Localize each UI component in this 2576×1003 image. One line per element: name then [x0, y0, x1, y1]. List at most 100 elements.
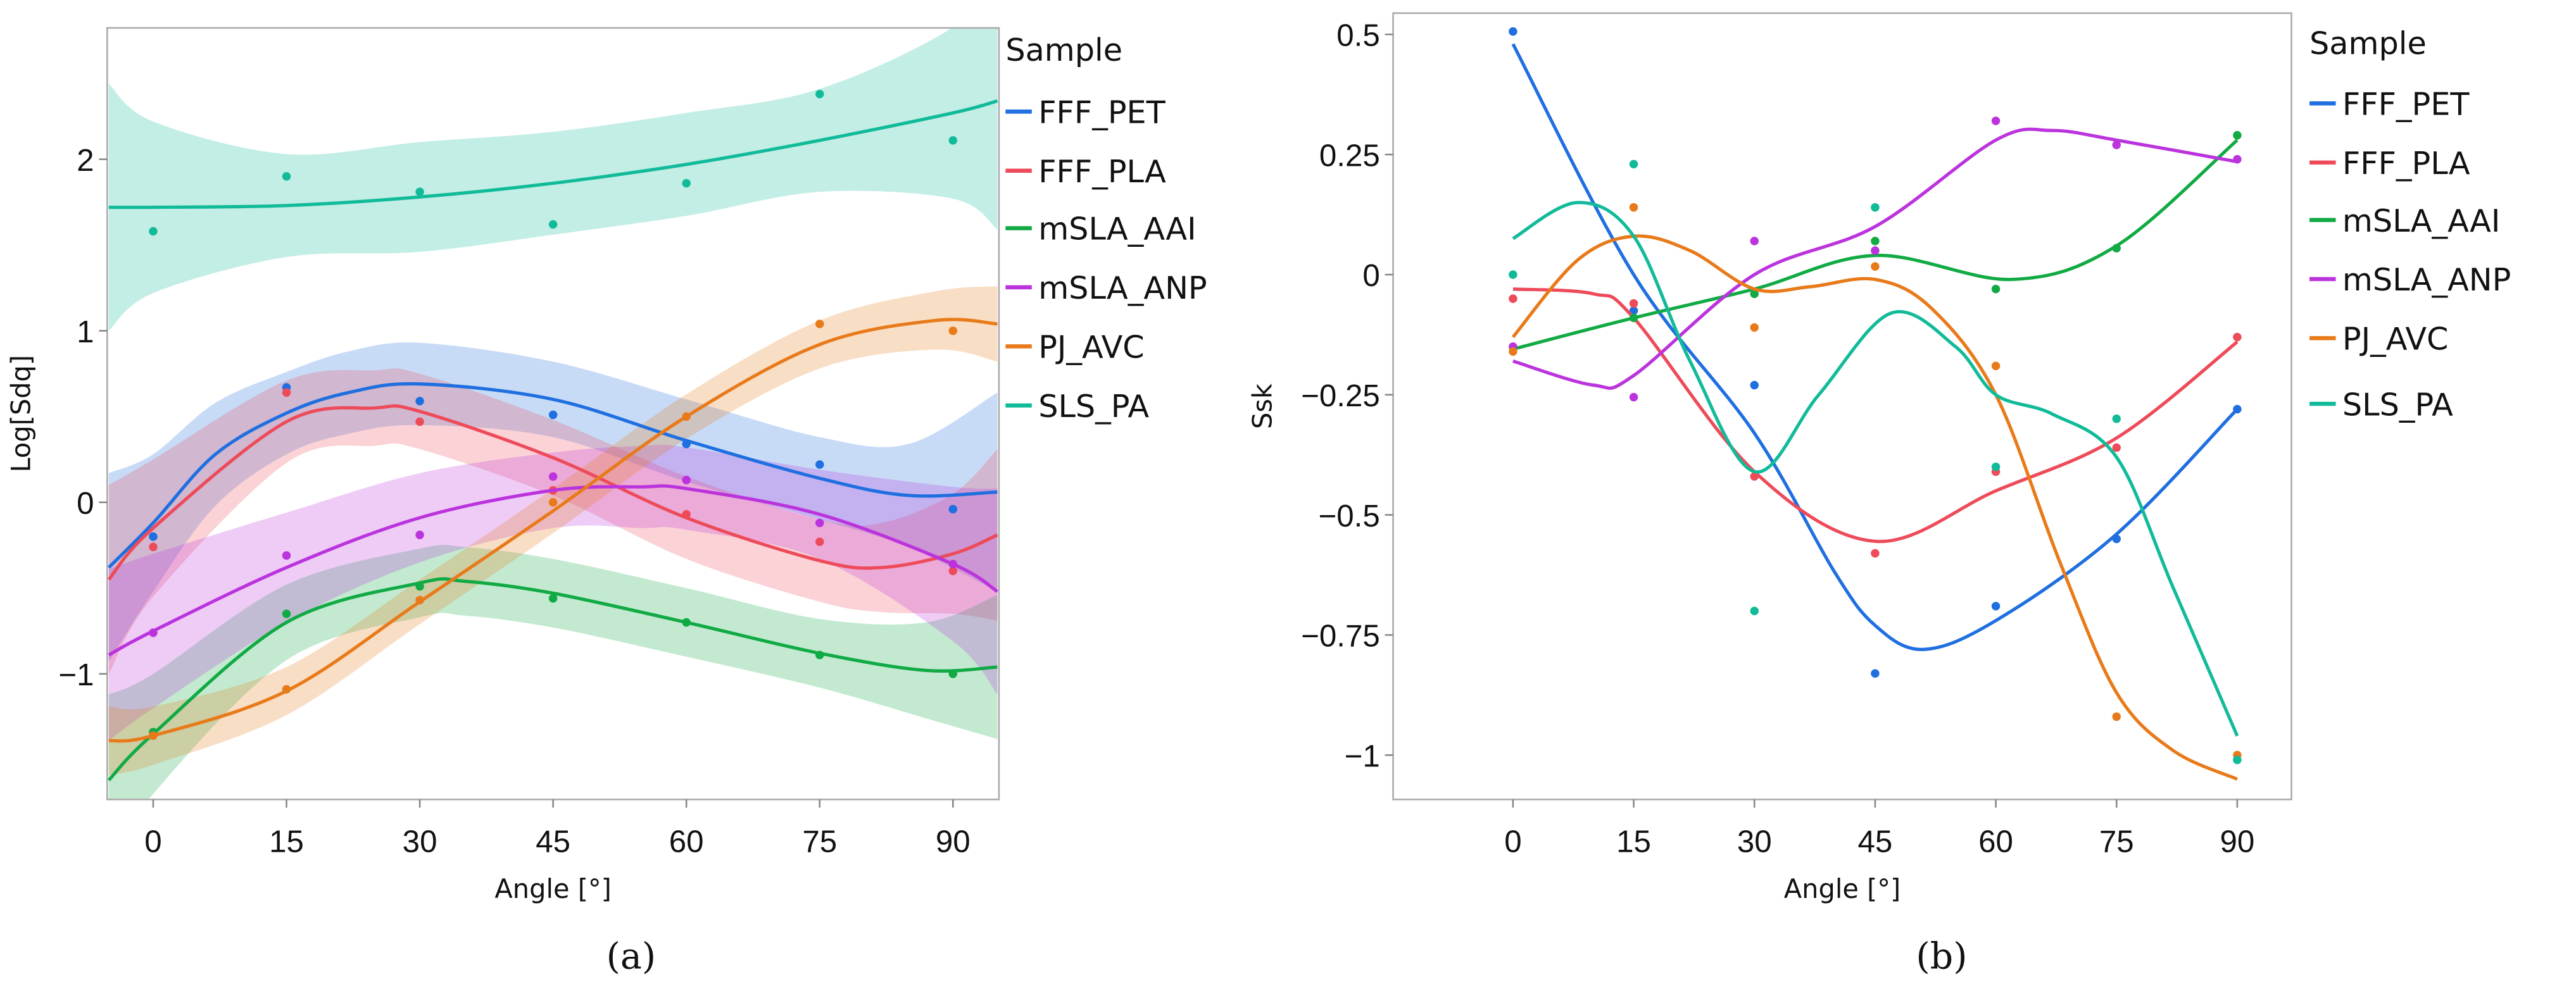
- data-point-FFF_PLA-75: [815, 537, 824, 546]
- data-point-PJ_AVC-15: [1629, 202, 1638, 212]
- data-point-SLS_PA-90: [948, 136, 958, 145]
- data-point-SLS_PA-45: [1871, 202, 1880, 212]
- data-point-FFF_PET-45: [1871, 669, 1880, 678]
- data-point-FFF_PLA-75: [2112, 443, 2121, 452]
- y-tick-label: 1: [77, 315, 94, 349]
- data-point-PJ_AVC-30: [1750, 323, 1759, 332]
- legend-item-SLS_PA: SLS_PA: [1038, 388, 1149, 425]
- data-point-mSLA_AAI-60: [1991, 285, 2001, 294]
- data-point-PJ_AVC-75: [815, 320, 824, 328]
- data-point-mSLA_ANP-60: [682, 475, 691, 485]
- x-axis-title: Angle [°]: [1784, 873, 1901, 904]
- data-point-mSLA_AAI-30: [1750, 289, 1759, 299]
- data-point-SLS_PA-45: [548, 220, 558, 229]
- data-point-SLS_PA-15: [1629, 159, 1638, 169]
- chart-b: 0 15 30 45 60 75 90 0.5 0.25 0 −0.25 −0.5 −0.75 −1 Ang…: [1247, 12, 2511, 978]
- data-point-mSLA_AAI-90: [2233, 131, 2242, 140]
- data-point-mSLA_ANP-15: [1629, 392, 1638, 402]
- data-point-SLS_PA-75: [2112, 414, 2121, 423]
- data-point-FFF_PET-75: [2112, 534, 2121, 544]
- y-tick-label: 2: [77, 143, 94, 178]
- fit-line-mSLA_AAI: [107, 577, 998, 782]
- fit-line-FFF_PET: [107, 382, 998, 569]
- data-point-mSLA_AAI-45: [1871, 237, 1880, 246]
- legend: Sample FFF_PET FFF_PLA mSLA_AAI mSLA_ANP PJ_A…: [2309, 25, 2511, 423]
- data-point-FFF_PET-60: [1991, 602, 2001, 611]
- x-tick-label: 0: [144, 824, 161, 859]
- confidence-band-mSLA_ANP: [108, 444, 998, 741]
- data-point-FFF_PET-15: [1629, 306, 1638, 315]
- confidence-band-PJ_AVC: [108, 286, 998, 775]
- data-point-FFF_PLA-30: [1750, 472, 1759, 481]
- data-point-SLS_PA-30: [415, 187, 424, 196]
- data-point-FFF_PLA-30: [415, 417, 424, 427]
- x-tick-label: 30: [403, 824, 437, 859]
- fit-line-SLS_PA: [1512, 201, 2239, 737]
- legend-title: Sample: [2309, 25, 2427, 62]
- legend-item-mSLA_AAI: mSLA_AAI: [1038, 211, 1196, 247]
- data-point-PJ_AVC-75: [2112, 712, 2121, 721]
- data-point-PJ_AVC-60: [682, 412, 691, 421]
- data-point-PJ_AVC-45: [1871, 262, 1880, 271]
- y-axis-title: Log[Sdq]: [5, 355, 36, 473]
- y-tick-label: −0.75: [1301, 619, 1380, 654]
- legend-item-mSLA_ANP: mSLA_ANP: [2342, 261, 2511, 298]
- x-tick-label: 60: [1978, 824, 2013, 859]
- panel-label: (a): [606, 936, 657, 978]
- data-point-mSLA_AAI-60: [682, 618, 691, 627]
- plot-frame: [1392, 12, 2292, 801]
- data-point-FFF_PET-90: [948, 504, 958, 514]
- data-point-FFF_PLA-60: [682, 510, 691, 519]
- fit-line-SLS_PA: [108, 99, 998, 209]
- data-point-PJ_AVC-60: [1991, 361, 2001, 371]
- data-point-SLS_PA-60: [682, 178, 691, 188]
- data-point-SLS_PA-0: [149, 227, 158, 236]
- y-tick-label: −0.5: [1319, 499, 1380, 533]
- data-point-SLS_PA-0: [1509, 270, 1517, 279]
- fit-line-FFF_PET: [1511, 43, 2239, 651]
- data-point-PJ_AVC-0: [1509, 347, 1517, 356]
- data-point-SLS_PA-90: [2233, 756, 2242, 764]
- plot-area: [1509, 27, 2242, 781]
- data-point-FFF_PET-45: [548, 410, 558, 420]
- x-tick-label: 15: [269, 824, 304, 859]
- legend-title: Sample: [1005, 32, 1122, 68]
- data-point-FFF_PLA-0: [1509, 294, 1517, 303]
- data-point-mSLA_ANP-15: [282, 551, 291, 560]
- panel-label: (b): [1916, 936, 1967, 978]
- data-point-FFF_PLA-15: [1629, 299, 1638, 308]
- fit-line-mSLA_ANP: [1512, 127, 2238, 390]
- legend-item-mSLA_ANP: mSLA_ANP: [1038, 270, 1207, 306]
- data-point-mSLA_ANP-75: [815, 518, 824, 528]
- legend-item-PJ_AVC: PJ_AVC: [1038, 329, 1145, 366]
- data-point-mSLA_ANP-90: [948, 559, 958, 569]
- data-point-FFF_PET-60: [682, 439, 691, 449]
- data-point-mSLA_AAI-90: [948, 670, 958, 678]
- y-tick-label: 0.25: [1319, 138, 1380, 173]
- legend-item-PJ_AVC: PJ_AVC: [2342, 321, 2449, 358]
- data-point-FFF_PET-75: [815, 460, 824, 469]
- data-point-FFF_PET-0: [1509, 27, 1517, 36]
- x-tick-label: 45: [536, 824, 570, 859]
- data-point-FFF_PLA-45: [1871, 549, 1880, 558]
- data-point-mSLA_ANP-30: [1750, 237, 1759, 246]
- x-tick-label: 75: [2099, 824, 2134, 859]
- y-axis-title: Ssk: [1247, 383, 1278, 429]
- x-tick-label: 90: [936, 824, 971, 859]
- x-tick-label: 60: [669, 824, 704, 859]
- data-point-PJ_AVC-15: [282, 685, 291, 694]
- y-tick-label: −1: [58, 657, 94, 692]
- x-tick-label: 30: [1737, 824, 1772, 859]
- legend-item-SLS_PA: SLS_PA: [2342, 386, 2453, 423]
- legend-item-FFF_PLA: FFF_PLA: [1038, 153, 1166, 190]
- data-point-mSLA_ANP-45: [1871, 246, 1880, 255]
- fit-line-FFF_PLA: [1512, 287, 2239, 544]
- fit-line-PJ_AVC: [1511, 234, 2238, 781]
- chart-a: 0 15 30 45 60 75 90 −1 0 1 2 Angle [°] Log[Sdq] Sampl…: [5, 27, 1207, 978]
- data-point-SLS_PA-60: [1991, 462, 2001, 471]
- data-point-FFF_PLA-0: [149, 542, 158, 552]
- y-tick-label: −1: [1345, 738, 1380, 773]
- data-point-mSLA_AAI-15: [282, 609, 291, 618]
- data-point-SLS_PA-15: [282, 171, 291, 181]
